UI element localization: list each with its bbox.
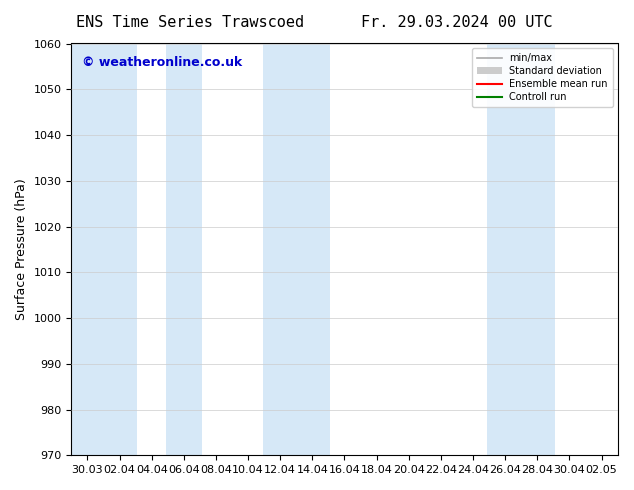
Bar — [295, 44, 330, 455]
Bar — [520, 44, 555, 455]
Bar — [70, 44, 105, 455]
Bar — [488, 44, 523, 455]
Bar — [262, 44, 298, 455]
Bar — [102, 44, 138, 455]
Bar — [166, 44, 202, 455]
Text: © weatheronline.co.uk: © weatheronline.co.uk — [82, 56, 243, 69]
Y-axis label: Surface Pressure (hPa): Surface Pressure (hPa) — [15, 178, 28, 320]
Text: ENS Time Series Trawscoed: ENS Time Series Trawscoed — [76, 15, 304, 30]
Legend: min/max, Standard deviation, Ensemble mean run, Controll run: min/max, Standard deviation, Ensemble me… — [472, 49, 612, 107]
Text: Fr. 29.03.2024 00 UTC: Fr. 29.03.2024 00 UTC — [361, 15, 552, 30]
